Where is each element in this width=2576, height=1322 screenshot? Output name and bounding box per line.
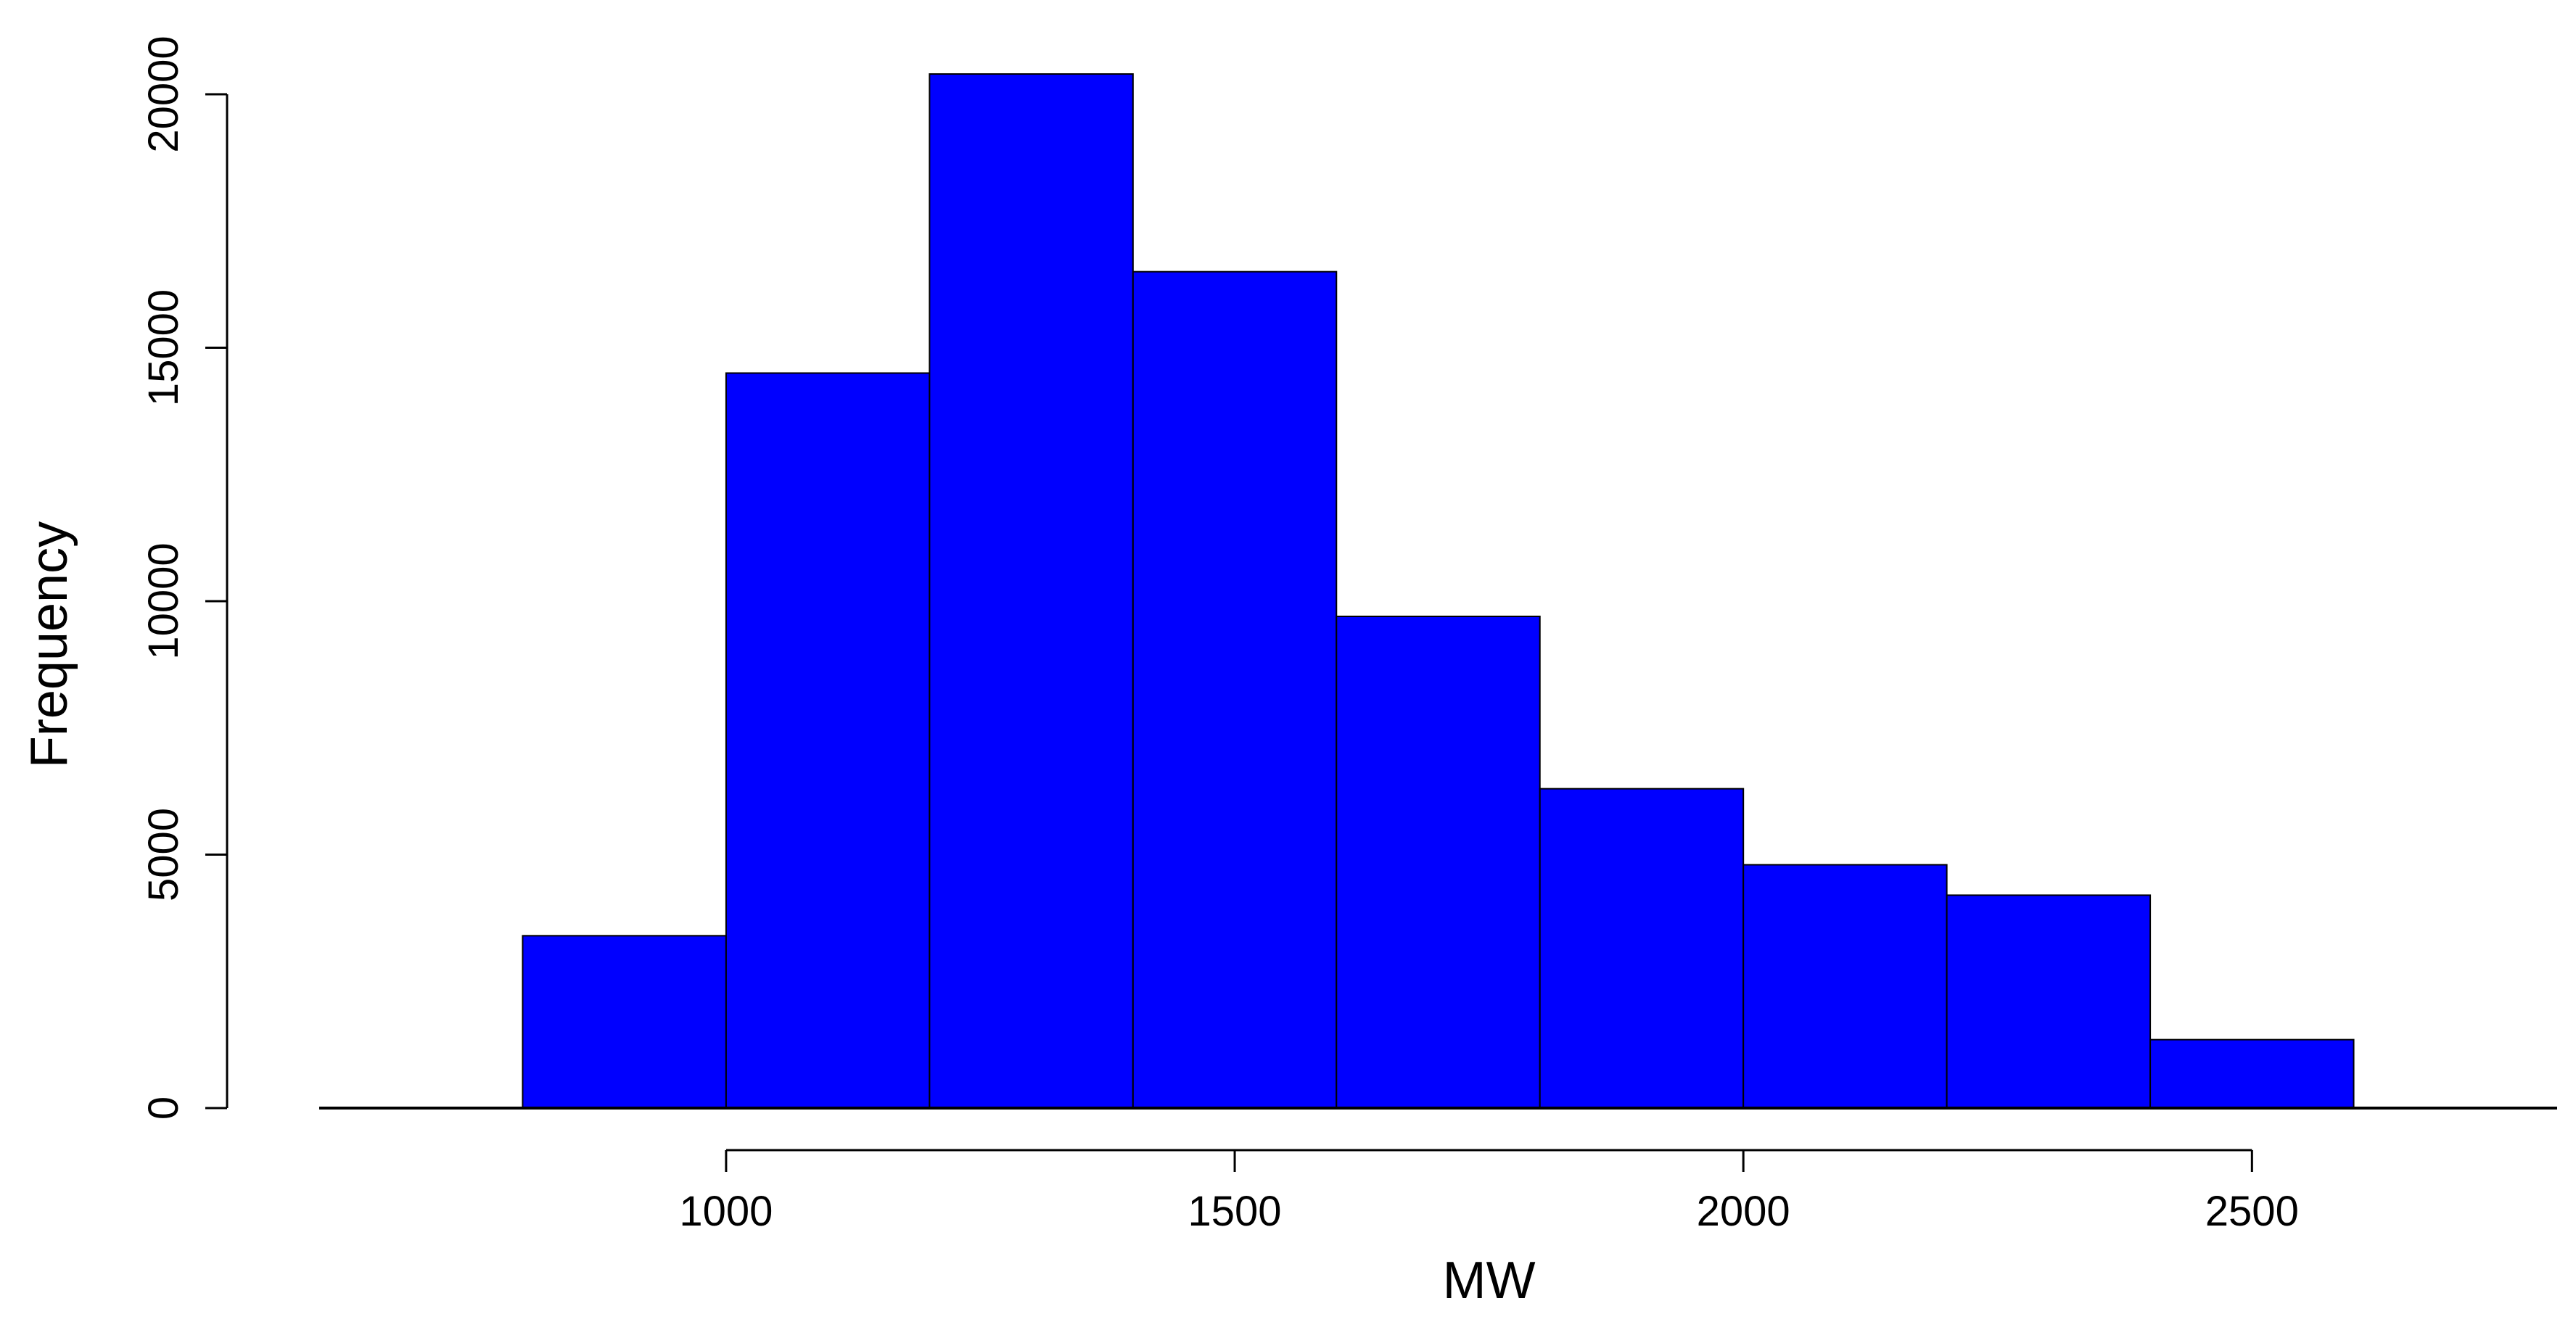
histogram-bar [2149,1038,2355,1110]
histogram-bar [1539,788,1745,1109]
y-tick-label: 0 [140,1096,187,1120]
bars-group [522,73,2355,1110]
y-tick-label: 5000 [140,808,187,901]
y-tick-label: 20000 [140,36,187,152]
y-axis: 0 5000 10000 15000 20000 [140,36,229,1120]
x-axis-title: MW [1443,1252,1536,1310]
x-tick-label: 2500 [2205,1188,2299,1235]
histogram-bar [522,935,727,1109]
y-axis-title: Frequency [20,521,78,768]
histogram-bar [725,372,931,1109]
x-axis: 1000 1500 2000 2500 [679,1149,2299,1235]
x-tick-label: 2000 [1697,1188,1790,1235]
y-tick-label: 15000 [140,289,187,406]
y-tick-label: 10000 [140,542,187,659]
histogram-bar [1336,615,1541,1109]
histogram-bar [1132,270,1338,1109]
histogram-bar [1946,894,2152,1110]
histogram-bar [929,73,1134,1109]
histogram-bar [1742,864,1948,1109]
x-tick-label: 1500 [1188,1188,1282,1235]
x-tick-label: 1000 [679,1188,773,1235]
